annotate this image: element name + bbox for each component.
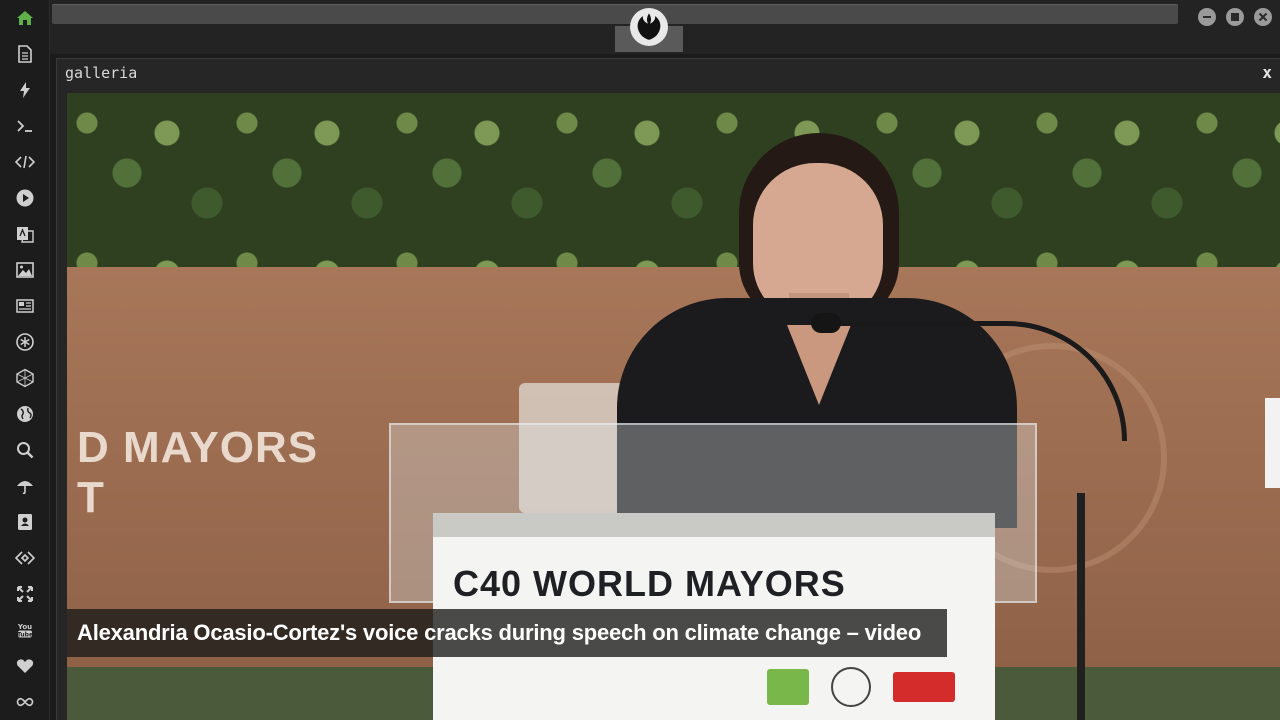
- maximize-icon[interactable]: [1226, 8, 1244, 26]
- terminal-icon[interactable]: [12, 113, 38, 139]
- expand-icon[interactable]: [12, 581, 38, 607]
- c40-cities-logo: [767, 669, 809, 705]
- contacts-icon[interactable]: [12, 509, 38, 535]
- image-icon[interactable]: [12, 257, 38, 283]
- infinity-icon[interactable]: [12, 689, 38, 715]
- video-caption: Alexandria Ocasio-Cortez's voice cracks …: [67, 609, 947, 657]
- translate-icon[interactable]: [12, 221, 38, 247]
- panel-close-button[interactable]: x: [1262, 63, 1272, 82]
- sponsor-logo: [893, 672, 955, 702]
- podium-logos: [767, 667, 955, 707]
- microphone-stand: [1077, 493, 1085, 720]
- microphone-head: [811, 313, 841, 333]
- svg-text:Tube: Tube: [17, 631, 33, 638]
- search-icon[interactable]: [12, 437, 38, 463]
- background-side-card: [1265, 398, 1280, 488]
- close-icon[interactable]: [1254, 8, 1272, 26]
- video-background-hedge: [67, 93, 1280, 269]
- umbrella-icon[interactable]: [12, 473, 38, 499]
- rebel-alliance-icon[interactable]: [630, 8, 668, 46]
- background-sign-text: D MAYORS: [77, 423, 319, 472]
- document-icon[interactable]: [12, 41, 38, 67]
- code-icon[interactable]: [12, 149, 38, 175]
- gallery-panel: galleria x D MAYORS T C40 WORLD MAYORS A…: [56, 58, 1280, 720]
- video-player[interactable]: D MAYORS T C40 WORLD MAYORS Alexandria O…: [67, 93, 1280, 720]
- hexagon-icon[interactable]: [12, 365, 38, 391]
- background-sign-text-2: T: [77, 473, 105, 522]
- podium-title: C40 WORLD MAYORS: [453, 563, 846, 604]
- globe-icon[interactable]: [12, 401, 38, 427]
- lightning-icon[interactable]: [12, 77, 38, 103]
- heart-icon[interactable]: [12, 653, 38, 679]
- address-bar[interactable]: [52, 4, 1178, 24]
- sidebar: You Tube: [0, 0, 50, 720]
- panel-title: galleria: [65, 64, 138, 82]
- topbar: [50, 0, 1280, 54]
- newspaper-icon[interactable]: [12, 293, 38, 319]
- diamond-code-icon[interactable]: [12, 545, 38, 571]
- home-icon[interactable]: [12, 5, 38, 31]
- svg-text:You: You: [17, 623, 32, 631]
- play-icon[interactable]: [12, 185, 38, 211]
- podium-top: [433, 513, 995, 537]
- video-caption-text: Alexandria Ocasio-Cortez's voice cracks …: [77, 620, 922, 645]
- copenhagen-crest-logo: [831, 667, 871, 707]
- minimize-icon[interactable]: [1198, 8, 1216, 26]
- asterisk-icon[interactable]: [12, 329, 38, 355]
- youtube-icon[interactable]: You Tube: [12, 617, 38, 643]
